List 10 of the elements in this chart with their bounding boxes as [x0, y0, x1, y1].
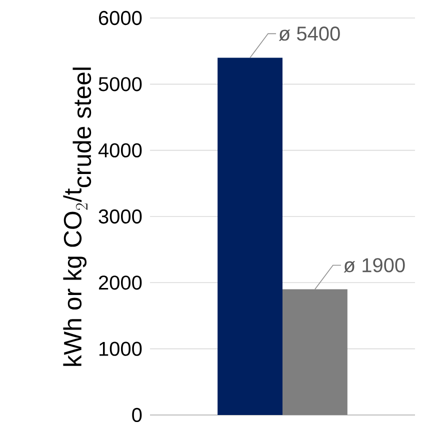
y-tick-label: 3000: [98, 209, 142, 224]
y-tick-label: 6000: [98, 10, 142, 26]
data-label: ø 5400: [278, 26, 340, 41]
y-tick-label: 2000: [98, 276, 142, 290]
y-axis-title: $\mbox{kWh or kg CO}_{2}\mbox{/t}_{\mbox{crude steel}}$: [63, 68, 92, 366]
y-tick-label: 1000: [99, 342, 142, 356]
y-tick-label: 0: [132, 408, 142, 422]
y-tick-label: 4000: [98, 143, 142, 158]
data-label: ø 1900: [344, 258, 405, 272]
y-tick-label: 5000: [98, 77, 142, 92]
